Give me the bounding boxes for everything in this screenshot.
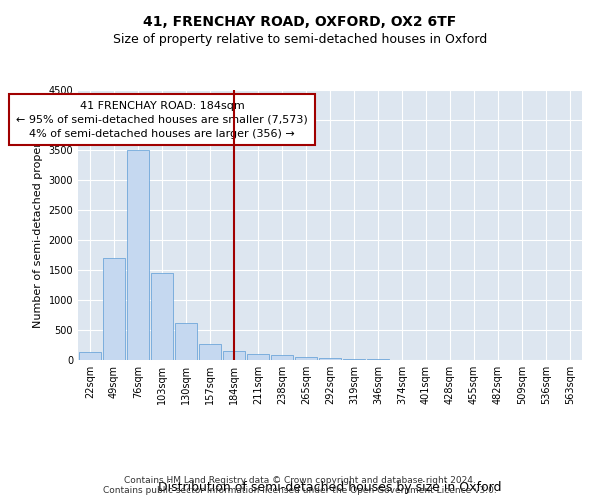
Bar bbox=[343, 359, 365, 360]
Bar bbox=[151, 273, 173, 360]
Bar bbox=[175, 323, 197, 360]
Bar bbox=[103, 258, 125, 360]
Text: Size of property relative to semi-detached houses in Oxford: Size of property relative to semi-detach… bbox=[113, 32, 487, 46]
Bar bbox=[271, 355, 293, 360]
Bar bbox=[319, 358, 341, 360]
Bar bbox=[247, 354, 269, 360]
Y-axis label: Number of semi-detached properties: Number of semi-detached properties bbox=[33, 122, 43, 328]
Text: Contains HM Land Registry data © Crown copyright and database right 2024.
Contai: Contains HM Land Registry data © Crown c… bbox=[103, 476, 497, 495]
Bar bbox=[295, 356, 317, 360]
Bar bbox=[127, 150, 149, 360]
Text: 41, FRENCHAY ROAD, OXFORD, OX2 6TF: 41, FRENCHAY ROAD, OXFORD, OX2 6TF bbox=[143, 15, 457, 29]
Text: 41 FRENCHAY ROAD: 184sqm
← 95% of semi-detached houses are smaller (7,573)
4% of: 41 FRENCHAY ROAD: 184sqm ← 95% of semi-d… bbox=[16, 101, 308, 139]
Bar bbox=[79, 352, 101, 360]
X-axis label: Distribution of semi-detached houses by size in Oxford: Distribution of semi-detached houses by … bbox=[158, 480, 502, 494]
Bar bbox=[223, 350, 245, 360]
Bar bbox=[199, 344, 221, 360]
